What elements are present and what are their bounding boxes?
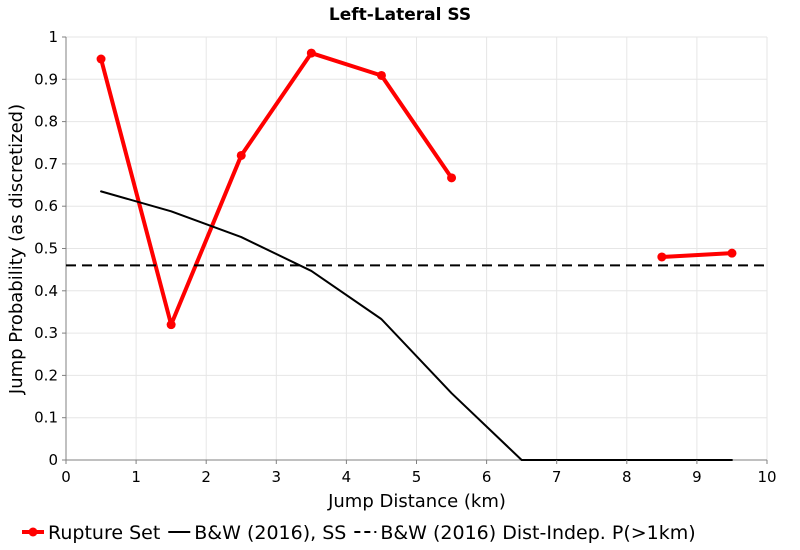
y-tick-label: 0.7 [34, 155, 58, 173]
x-axis-label: Jump Distance (km) [327, 491, 506, 512]
y-tick-label: 0.1 [34, 409, 58, 427]
data-point [236, 150, 246, 160]
legend-label-1: Rupture Set [48, 522, 160, 544]
x-tick-label: 3 [272, 468, 282, 486]
ticks-layer: 0 1 2 3 4 5 6 7 8 9 10 0 0.1 0.2 0.3 0.4 0.5 0.6 0.7 0.8 0.9… [34, 28, 776, 486]
series-line-1 [99, 51, 454, 327]
y-tick-label: 0.4 [34, 282, 58, 300]
x-tick-label: 4 [342, 468, 352, 486]
x-tick-label: 1 [131, 468, 141, 486]
data-point [306, 48, 316, 58]
x-tick-label: 9 [692, 468, 702, 486]
data-point [96, 54, 106, 64]
y-tick-label: 0.9 [34, 70, 58, 88]
x-tick-label: 5 [412, 468, 422, 486]
legend-label-2: B&W (2016), SS [194, 522, 346, 544]
x-tick-label: 6 [482, 468, 492, 486]
y-tick-label: 0.8 [34, 113, 58, 131]
y-tick-label: 0 [48, 451, 58, 469]
grid-layer [65, 36, 768, 461]
y-tick-label: 0.6 [34, 197, 58, 215]
data-point [447, 173, 457, 183]
x-tick-label: 2 [201, 468, 211, 486]
data-point [166, 320, 176, 330]
y-tick-label: 1 [48, 28, 58, 46]
data-point [727, 248, 737, 258]
y-tick-label: 0.3 [34, 324, 58, 342]
x-tick-label: 0 [61, 468, 71, 486]
data-point [376, 70, 386, 80]
y-tick-label: 0.5 [34, 240, 58, 258]
legend-label-3: B&W (2016) Dist-Indep. P(>1km) [380, 522, 695, 544]
legend-marker [28, 527, 38, 537]
x-tick-label: 7 [552, 468, 562, 486]
y-axis-label: Jump Probability (as discretized) [6, 104, 27, 395]
x-tick-label: 10 [757, 468, 776, 486]
chart-title: Left-Lateral SS [329, 5, 471, 25]
x-tick-label: 8 [622, 468, 632, 486]
series-line-1 [659, 251, 734, 259]
y-tick-label: 0.2 [34, 366, 58, 384]
data-point [657, 252, 667, 262]
legend: Rupture Set B&W (2016), SS B&W (2016) Dist… [22, 522, 696, 544]
